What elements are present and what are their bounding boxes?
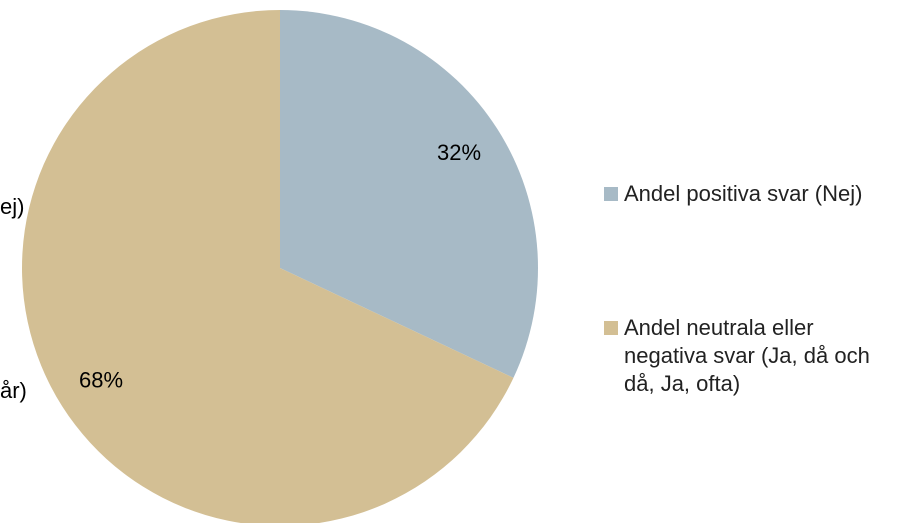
data-label: 68% bbox=[79, 367, 123, 392]
legend-label: Andel positiva svar (Nej) bbox=[624, 181, 863, 206]
annotation: år) bbox=[0, 378, 27, 403]
legend-label: Andel neutrala eller negativa svar (Ja, … bbox=[624, 315, 870, 396]
legend-item: Andel neutrala eller negativa svar (Ja, … bbox=[604, 314, 889, 398]
pie-slice bbox=[22, 10, 514, 523]
pie-slice bbox=[280, 10, 538, 378]
legend-swatch bbox=[604, 321, 618, 335]
legend-item: Andel positiva svar (Nej) bbox=[604, 180, 889, 208]
annotation: ej) bbox=[0, 194, 24, 219]
data-label: 32% bbox=[437, 140, 481, 165]
legend-swatch bbox=[604, 187, 618, 201]
